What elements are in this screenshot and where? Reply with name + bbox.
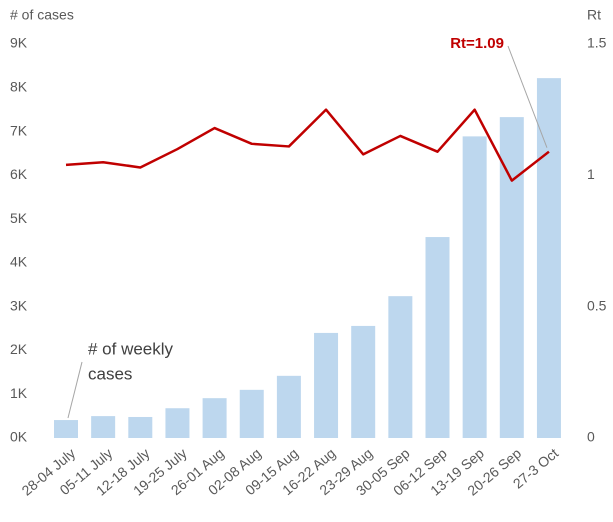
y-tick-label: 7K [10, 122, 28, 138]
bar [165, 408, 190, 438]
bar [54, 420, 78, 438]
bar [425, 237, 450, 438]
y2-tick-label: 0 [587, 429, 595, 445]
y-tick-label: 1K [10, 385, 28, 401]
y-tick-label: 0K [10, 429, 28, 445]
annotation: Rt=1.09 [450, 35, 504, 52]
bar [462, 136, 487, 439]
y-tick-label: 4K [10, 254, 28, 270]
y2-axis-label: Rt [587, 7, 601, 23]
bar [388, 296, 413, 438]
y-tick-label: 3K [10, 297, 28, 313]
y-tick-label: 2K [10, 341, 28, 357]
bar [128, 416, 153, 438]
annotation: # of weekly [88, 339, 174, 358]
y-tick-label: 9K [10, 35, 28, 51]
bar [536, 78, 561, 438]
leader-line [507, 45, 548, 148]
y-tick-label: 8K [10, 78, 28, 94]
y-tick-label: 5K [10, 210, 28, 226]
bar [351, 325, 376, 438]
bar [314, 332, 339, 438]
bar [91, 416, 116, 438]
leader-line [67, 361, 83, 419]
bar [239, 389, 264, 438]
annotation: cases [88, 364, 132, 383]
bar [499, 117, 524, 438]
y2-tick-label: 1.5 [587, 35, 607, 51]
rt-line [65, 108, 550, 182]
y-tick-label: 6K [10, 166, 28, 182]
y2-tick-label: 0.5 [587, 297, 607, 313]
bar [202, 398, 227, 438]
bar [276, 375, 301, 438]
y2-tick-label: 1 [587, 166, 595, 182]
y-axis-label: # of cases [10, 7, 74, 23]
